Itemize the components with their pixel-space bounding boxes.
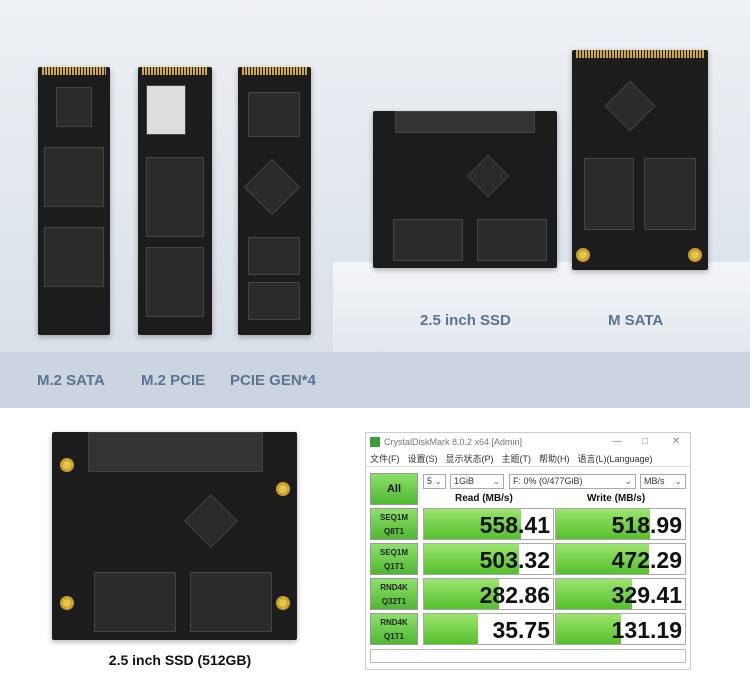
read-result-cell: 503.32 [423, 543, 554, 575]
label-m2-sata: M.2 SATA [37, 372, 105, 389]
m2-sata-ssd-image [38, 67, 110, 335]
write-value: 472.29 [611, 547, 682, 573]
read-result-cell: 35.75 [423, 613, 554, 645]
test-button[interactable]: SEQ1M Q1T1 [370, 543, 418, 575]
read-value: 503.32 [479, 547, 550, 573]
read-value: 35.75 [492, 617, 550, 643]
menu-theme[interactable]: 主题(T) [501, 454, 532, 464]
ssd-512gb-image [52, 432, 297, 640]
write-bar [556, 614, 621, 644]
menu-help[interactable]: 帮助(H) [539, 454, 570, 464]
msata-ssd-image [572, 50, 708, 270]
label-m2-pcie: M.2 PCIE [141, 372, 206, 389]
read-result-cell: 282.86 [423, 578, 554, 610]
read-value: 282.86 [479, 582, 550, 608]
display-pedestal [333, 262, 750, 352]
read-bar [424, 614, 479, 644]
m2-pcie-ssd-image [138, 67, 212, 335]
all-button[interactable]: All [370, 473, 418, 505]
chevron-down-icon: ⌄ [624, 476, 632, 486]
app-icon [370, 437, 380, 447]
menu-bar: 文件(F) 设置(S) 显示状态(P) 主题(T) 帮助(H) 语言(L)(La… [366, 451, 690, 467]
read-bar [424, 544, 520, 574]
window-title: CrystalDiskMark 8.0.2 x64 [Admin] [384, 437, 523, 447]
write-result-cell: 131.19 [555, 613, 686, 645]
unit-select[interactable]: MB/s ⌄ [640, 474, 686, 489]
menu-settings[interactable]: 设置(S) [407, 454, 438, 464]
write-value: 329.41 [611, 582, 682, 608]
test-params: Q1T1 [383, 562, 404, 571]
product-banner: M.2 SATA M.2 PCIE PCIE GEN*4 2.5 inch SS… [0, 0, 750, 408]
write-bar [556, 509, 651, 539]
ssd-25-image [373, 111, 557, 268]
test-name: SEQ1M [379, 513, 408, 522]
test-params: Q8T1 [383, 527, 404, 536]
write-header: Write (MB/s) [587, 493, 646, 504]
title-bar: CrystalDiskMark 8.0.2 x64 [Admin] [366, 433, 690, 451]
label-pcie-gen4: PCIE GEN*4 [230, 372, 316, 389]
read-header: Read (MB/s) [455, 493, 513, 504]
test-name: SEQ1M [379, 548, 408, 557]
read-value: 558.41 [479, 512, 550, 538]
drive-select[interactable]: F: 0% (0/477GiB) ⌄ [509, 474, 636, 489]
read-result-cell: 558.41 [423, 508, 554, 540]
write-bar [556, 544, 649, 574]
test-button[interactable]: RND4K Q1T1 [370, 613, 418, 645]
size-value: 1GiB [454, 476, 475, 486]
write-value: 518.99 [611, 512, 682, 538]
chevron-down-icon: ⌄ [492, 476, 500, 486]
status-bar [370, 649, 686, 663]
test-name: RND4K [380, 583, 408, 592]
menu-language[interactable]: 语言(L)(Language) [577, 454, 653, 464]
test-params: Q1T1 [383, 632, 404, 641]
test-params: Q32T1 [381, 597, 407, 606]
test-button[interactable]: SEQ1M Q8T1 [370, 508, 418, 540]
pcie-gen4-ssd-image [238, 67, 311, 335]
chevron-down-icon: ⌄ [674, 476, 682, 486]
count-select[interactable]: 5 ⌄ [423, 474, 446, 489]
write-result-cell: 472.29 [555, 543, 686, 575]
write-bar [556, 579, 633, 609]
test-button[interactable]: RND4K Q32T1 [370, 578, 418, 610]
chevron-down-icon: ⌄ [434, 476, 442, 486]
label-strip [0, 352, 750, 408]
label-ssd-25: 2.5 inch SSD [420, 312, 511, 329]
drive-value: F: 0% (0/477GiB) [513, 476, 583, 486]
unit-value: MB/s [644, 476, 665, 486]
maximize-button[interactable]: □ [642, 436, 649, 447]
count-value: 5 [427, 476, 433, 486]
read-bar [424, 509, 521, 539]
write-result-cell: 518.99 [555, 508, 686, 540]
menu-file[interactable]: 文件(F) [370, 454, 400, 464]
size-select[interactable]: 1GiB ⌄ [450, 474, 504, 489]
read-bar [424, 579, 499, 609]
test-name: RND4K [380, 618, 408, 627]
close-button[interactable]: ✕ [672, 436, 681, 447]
crystaldiskmark-window: CrystalDiskMark 8.0.2 x64 [Admin] — □ ✕ … [365, 432, 691, 670]
write-result-cell: 329.41 [555, 578, 686, 610]
label-msata: M SATA [608, 312, 664, 329]
minimize-button[interactable]: — [612, 436, 622, 447]
write-value: 131.19 [611, 617, 682, 643]
ssd-caption: 2.5 inch SSD (512GB) [108, 652, 252, 668]
menu-display[interactable]: 显示状态(P) [445, 454, 494, 464]
